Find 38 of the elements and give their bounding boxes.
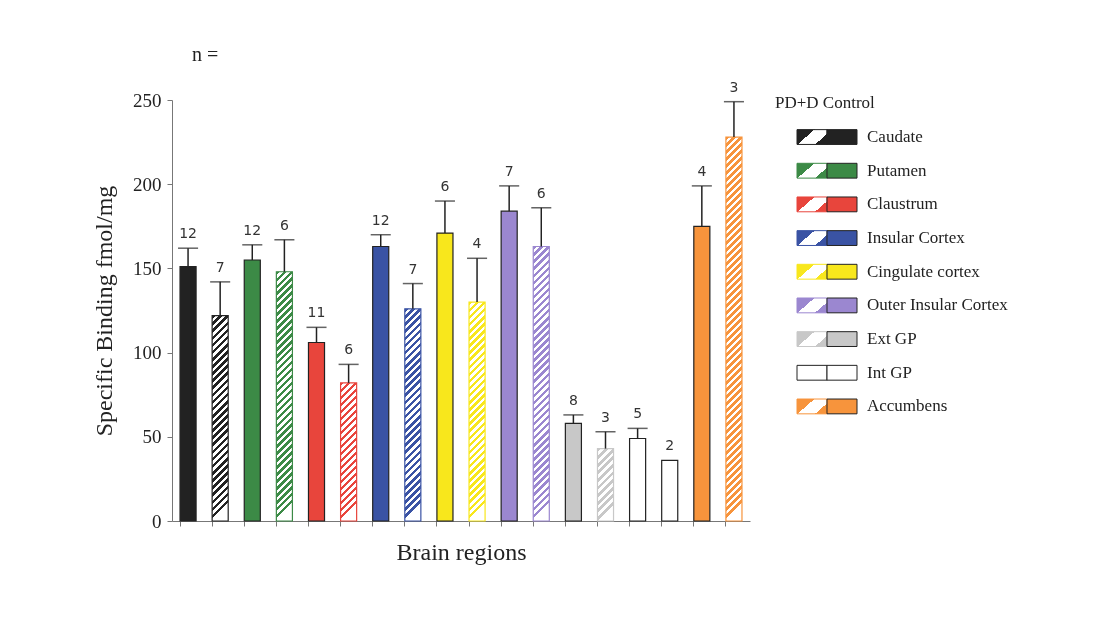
annotation: 4 <box>472 235 482 252</box>
annotation: 6 <box>440 178 450 195</box>
legend-label: Int GP <box>867 362 912 382</box>
text: n = <box>192 43 219 65</box>
annotation: 11 <box>307 304 326 321</box>
annotation: 2 <box>665 437 675 454</box>
annotation: 6 <box>279 216 289 233</box>
annotation: 5 <box>633 405 643 422</box>
legend-label: Putamen <box>867 160 927 180</box>
legend-label: Outer Insular Cortex <box>867 295 1009 315</box>
annotation: 7 <box>504 162 514 179</box>
legend-title: PD+D Control <box>775 93 876 113</box>
annotation: 7 <box>408 260 418 277</box>
y-tick-label: 150 <box>133 257 162 279</box>
legend-label: Claustrum <box>867 194 938 214</box>
x-axis-title: Brain regions <box>396 539 527 565</box>
annotation: 7 <box>215 258 225 275</box>
y-tick-label: 200 <box>133 173 162 195</box>
legend-label: Insular Cortex <box>867 228 966 248</box>
y-axis-title: Specific Binding fmol/mg <box>91 185 117 437</box>
legend-label: Caudate <box>867 127 923 147</box>
annotation: 6 <box>536 184 546 201</box>
annotation: 6 <box>344 341 354 358</box>
annotation: 4 <box>697 162 707 179</box>
annotation: 12 <box>243 221 262 238</box>
annotation: 8 <box>568 391 578 408</box>
y-tick-label: 0 <box>152 510 162 532</box>
legend-label: Cingulate cortex <box>867 261 981 281</box>
text: 3 <box>729 78 739 95</box>
annotation: 3 <box>601 408 610 425</box>
y-tick-label: 50 <box>142 426 162 448</box>
annotation: 12 <box>371 211 390 228</box>
legend-label: Accumbens <box>867 396 948 416</box>
legend-label: Ext GP <box>867 329 917 349</box>
annotation: 12 <box>179 225 197 242</box>
y-tick-label: 100 <box>133 342 162 364</box>
y-tick-label: 250 <box>133 89 162 111</box>
bar <box>661 459 679 522</box>
